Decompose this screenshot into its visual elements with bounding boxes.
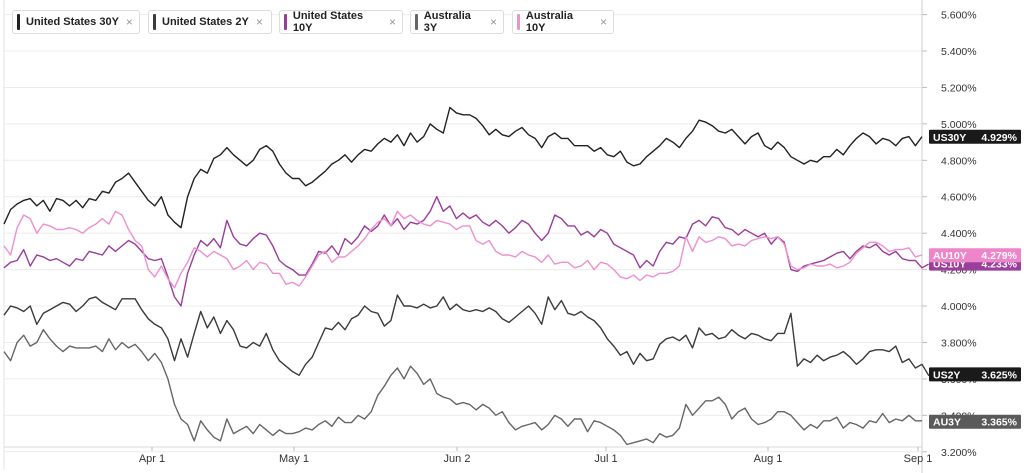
y-tick-label: 4.800% bbox=[941, 155, 977, 167]
legend-label: Australia 3Y bbox=[423, 10, 471, 34]
last-value-tag-bg bbox=[929, 248, 1021, 263]
last-value-tag-symbol: AU10Y bbox=[933, 250, 967, 262]
legend-swatch bbox=[17, 14, 20, 30]
close-icon[interactable]: × bbox=[125, 15, 133, 29]
y-tick-label: 4.600% bbox=[941, 192, 977, 204]
last-value-tag-us2y: US2Y 3.625% bbox=[929, 367, 1021, 382]
series-line-us10y[interactable] bbox=[3, 196, 929, 307]
legend-chip-au3y[interactable]: Australia 3Y × bbox=[410, 10, 504, 34]
x-tick-label: Sep 1 bbox=[904, 453, 933, 465]
legend-swatch bbox=[415, 14, 418, 30]
last-value-tag-symbol: US2Y bbox=[933, 369, 960, 381]
last-value-tag-value: 3.365% bbox=[981, 417, 1017, 429]
series-line-us2y[interactable] bbox=[3, 294, 942, 376]
close-icon[interactable]: × bbox=[489, 15, 497, 29]
x-tick-label: Aug 1 bbox=[754, 453, 783, 465]
x-tick-label: Apr 1 bbox=[139, 453, 165, 465]
last-value-tag-value: 4.279% bbox=[981, 250, 1017, 262]
legend-chip-us30y[interactable]: United States 30Y × bbox=[12, 10, 140, 34]
last-value-tag-symbol: AU3Y bbox=[933, 417, 961, 429]
last-value-tag-au3y: AU3Y 3.365% bbox=[929, 414, 1021, 429]
y-tick-label: 5.600% bbox=[941, 10, 977, 22]
legend-chip-au10y[interactable]: Australia 10Y × bbox=[512, 10, 614, 34]
legend-swatch bbox=[517, 14, 520, 30]
last-value-tag-bg bbox=[929, 367, 1021, 382]
x-tick-label: Jun 2 bbox=[444, 453, 471, 465]
y-tick-label: 5.400% bbox=[941, 46, 977, 58]
legend-label: United States 30Y bbox=[26, 16, 119, 28]
legend-label: Australia 10Y bbox=[525, 10, 573, 34]
last-value-tag-au10y: AU10Y 4.279% bbox=[929, 248, 1021, 263]
last-value-tag-bg bbox=[929, 414, 1021, 429]
y-tick-label: 3.200% bbox=[941, 447, 977, 459]
last-value-tag-value: 4.929% bbox=[981, 132, 1017, 144]
series-line-us30y[interactable] bbox=[3, 106, 923, 229]
legend-chip-us2y[interactable]: United States 2Y × bbox=[148, 10, 272, 34]
close-icon[interactable]: × bbox=[255, 15, 263, 29]
y-tick-label: 5.200% bbox=[941, 82, 977, 94]
last-value-tag-value: 3.625% bbox=[981, 369, 1017, 381]
legend-label: United States 2Y bbox=[162, 16, 249, 28]
y-tick-label: 3.800% bbox=[941, 337, 977, 349]
y-tick-label: 4.000% bbox=[941, 301, 977, 313]
close-icon[interactable]: × bbox=[388, 15, 396, 29]
legend-swatch bbox=[284, 14, 287, 30]
y-tick-label: 5.000% bbox=[941, 119, 977, 131]
x-tick-label: Jul 1 bbox=[594, 453, 617, 465]
legend-label: United States 10Y bbox=[292, 10, 364, 34]
close-icon[interactable]: × bbox=[599, 15, 607, 29]
legend-chip-us10y[interactable]: United States 10Y × bbox=[279, 10, 403, 34]
series-line-au10y[interactable] bbox=[3, 210, 923, 289]
y-tick-label: 4.400% bbox=[941, 228, 977, 240]
last-value-tag-bg bbox=[929, 129, 1021, 144]
last-value-tag-symbol: US30Y bbox=[933, 132, 966, 144]
x-tick-label: May 1 bbox=[279, 453, 309, 465]
legend-swatch bbox=[153, 14, 156, 30]
last-value-tag-us30y: US30Y 4.929% bbox=[929, 129, 1021, 144]
series-line-au3y[interactable] bbox=[3, 329, 922, 446]
